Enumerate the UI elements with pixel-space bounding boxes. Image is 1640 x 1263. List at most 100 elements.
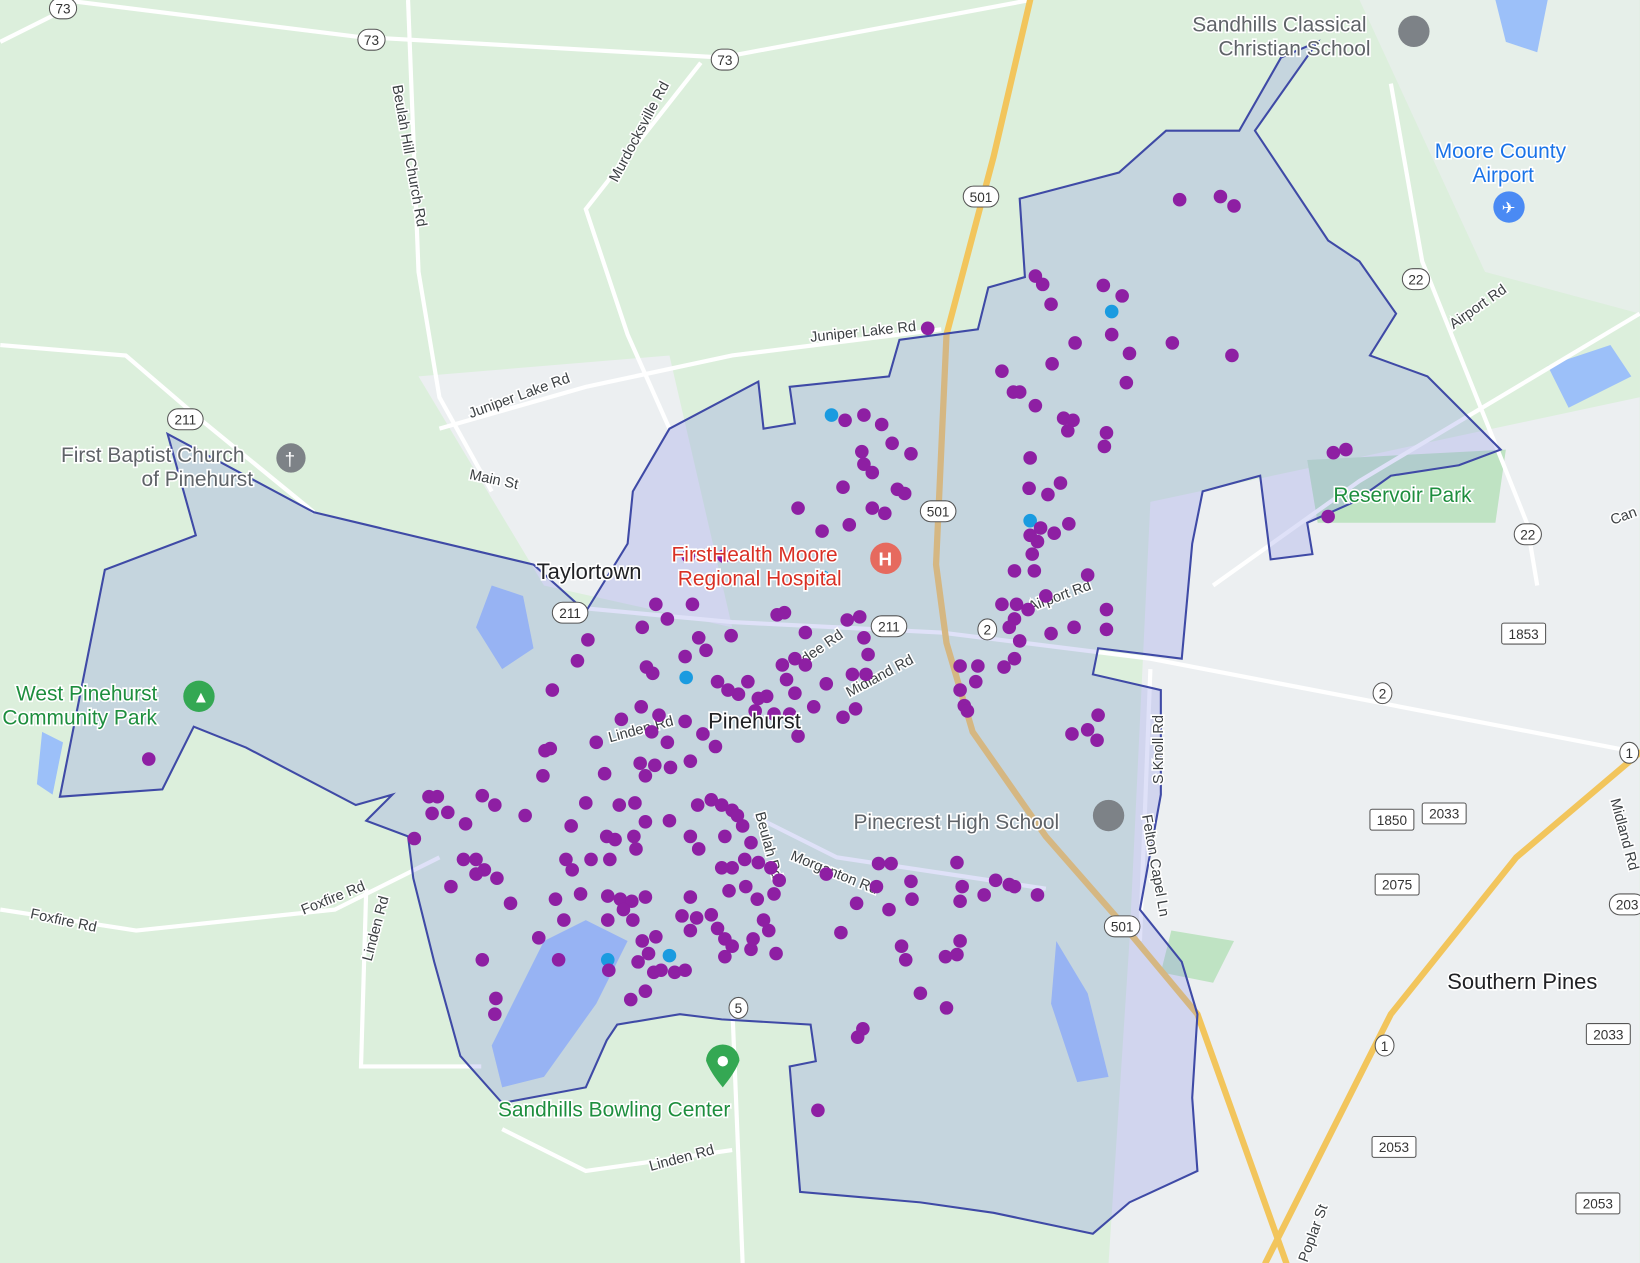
map-marker-purple[interactable] [738, 879, 753, 894]
map-marker-purple[interactable] [600, 913, 615, 927]
map-marker-purple[interactable] [953, 894, 967, 909]
map-marker-purple[interactable] [559, 852, 573, 867]
map-marker-purple[interactable] [627, 829, 641, 844]
map-marker-purple[interactable] [685, 597, 700, 612]
map-marker-purple[interactable] [718, 829, 732, 844]
map-marker-purple[interactable] [1047, 526, 1061, 541]
map-marker-purple[interactable] [690, 798, 705, 812]
map-marker-purple[interactable] [834, 925, 848, 940]
map-marker-purple[interactable] [628, 796, 642, 810]
map-marker-purple[interactable] [750, 892, 765, 906]
map-marker-blue[interactable] [600, 953, 615, 967]
map-marker-purple[interactable] [458, 817, 473, 831]
map-marker-purple[interactable] [623, 992, 638, 1007]
map-marker-purple[interactable] [557, 913, 571, 927]
map-marker-purple[interactable] [871, 856, 886, 871]
map-marker-purple[interactable] [648, 758, 662, 773]
map-marker-purple[interactable] [1213, 189, 1228, 204]
map-marker-purple[interactable] [1119, 375, 1134, 390]
map-marker-purple[interactable] [625, 894, 639, 909]
map-marker-purple[interactable] [1227, 199, 1241, 213]
map-marker-purple[interactable] [536, 768, 550, 783]
map-marker-purple[interactable] [885, 436, 899, 451]
map-marker-purple[interactable] [683, 754, 698, 768]
map-marker-purple[interactable] [791, 729, 805, 743]
poi-airport-name-2[interactable]: Airport [1471, 162, 1536, 188]
map-marker-purple[interactable] [735, 819, 750, 833]
map-marker-purple[interactable] [518, 808, 532, 823]
map-marker-purple[interactable] [782, 707, 797, 721]
map-marker-purple[interactable] [691, 630, 706, 645]
map-marker-purple[interactable] [1115, 289, 1129, 303]
map-marker-purple[interactable] [1039, 589, 1053, 603]
map-marker-purple[interactable] [1030, 888, 1045, 902]
map-marker-purple[interactable] [1122, 346, 1137, 361]
map-marker-purple[interactable] [708, 739, 723, 754]
map-marker-purple[interactable] [722, 883, 736, 898]
tree-icon[interactable] [183, 680, 215, 713]
map-marker-purple[interactable] [714, 798, 729, 812]
map-marker-purple[interactable] [1097, 439, 1112, 454]
map-marker-purple[interactable] [489, 991, 503, 1006]
map-marker-purple[interactable] [1044, 297, 1058, 312]
map-marker-purple[interactable] [475, 953, 490, 967]
map-marker-purple[interactable] [1099, 602, 1114, 617]
map-marker-purple[interactable] [681, 549, 696, 564]
map-marker-purple[interactable] [602, 963, 616, 978]
map-marker-purple[interactable] [1053, 476, 1068, 490]
map-marker-purple[interactable] [938, 949, 953, 964]
map-marker-purple[interactable] [971, 659, 985, 673]
map-marker-purple[interactable] [1045, 357, 1059, 371]
map-marker-purple[interactable] [660, 735, 675, 750]
map-marker-purple[interactable] [614, 712, 629, 727]
map-marker-blue[interactable] [824, 408, 839, 422]
map-marker-purple[interactable] [545, 683, 560, 697]
poi-classical-school-name[interactable]: Sandhills Classical [1191, 12, 1368, 38]
map-marker-purple[interactable] [744, 942, 758, 957]
map-marker-purple[interactable] [613, 892, 628, 906]
map-marker-purple[interactable] [660, 612, 675, 626]
map-marker-purple[interactable] [600, 889, 615, 903]
map-marker-purple[interactable] [1009, 597, 1024, 612]
map-marker-purple[interactable] [1033, 521, 1048, 535]
map-marker-purple[interactable] [953, 683, 967, 697]
map-marker-purple[interactable] [1090, 733, 1104, 748]
map-marker-purple[interactable] [905, 892, 919, 906]
map-marker-purple[interactable] [725, 939, 739, 954]
map-marker-purple[interactable] [635, 620, 650, 635]
map-marker-purple[interactable] [767, 887, 781, 901]
map-marker-purple[interactable] [950, 855, 964, 870]
map-marker-purple[interactable] [855, 444, 869, 459]
map-marker-purple[interactable] [608, 832, 622, 847]
map-marker-purple[interactable] [953, 659, 967, 673]
map-marker-purple[interactable] [874, 417, 889, 432]
map-marker-purple[interactable] [882, 902, 896, 917]
map-marker-purple[interactable] [840, 613, 854, 627]
map-marker-purple[interactable] [836, 480, 850, 495]
map-marker-purple[interactable] [444, 879, 458, 894]
map-marker-purple[interactable] [955, 879, 969, 894]
map-marker-purple[interactable] [1099, 622, 1114, 637]
map-marker-purple[interactable] [977, 888, 991, 902]
map-marker-purple[interactable] [1025, 547, 1040, 561]
map-marker-purple[interactable] [779, 672, 794, 687]
map-marker-purple[interactable] [1065, 727, 1079, 741]
map-marker-blue[interactable] [816, 570, 830, 584]
place-label-pinehurst[interactable]: Pinehurst [707, 707, 803, 735]
map-marker-purple[interactable] [683, 890, 698, 904]
map-marker-purple[interactable] [649, 597, 663, 612]
map-marker-purple[interactable] [1225, 348, 1239, 363]
map-marker-purple[interactable] [920, 321, 935, 336]
map-marker-purple[interactable] [1339, 442, 1353, 457]
map-marker-purple[interactable] [751, 855, 766, 870]
map-marker-purple[interactable] [848, 702, 863, 716]
map-marker-purple[interactable] [662, 813, 677, 828]
map-marker-purple[interactable] [1021, 602, 1035, 617]
map-marker-purple[interactable] [1007, 651, 1022, 666]
map-marker-purple[interactable] [788, 686, 802, 700]
poi-park-name[interactable]: West Pinehurst [14, 681, 159, 707]
place-label-taylortown[interactable]: Taylortown [535, 558, 643, 586]
map-marker-purple[interactable] [1012, 385, 1027, 399]
map-marker-purple[interactable] [777, 605, 792, 620]
map-marker-purple[interactable] [503, 896, 518, 911]
